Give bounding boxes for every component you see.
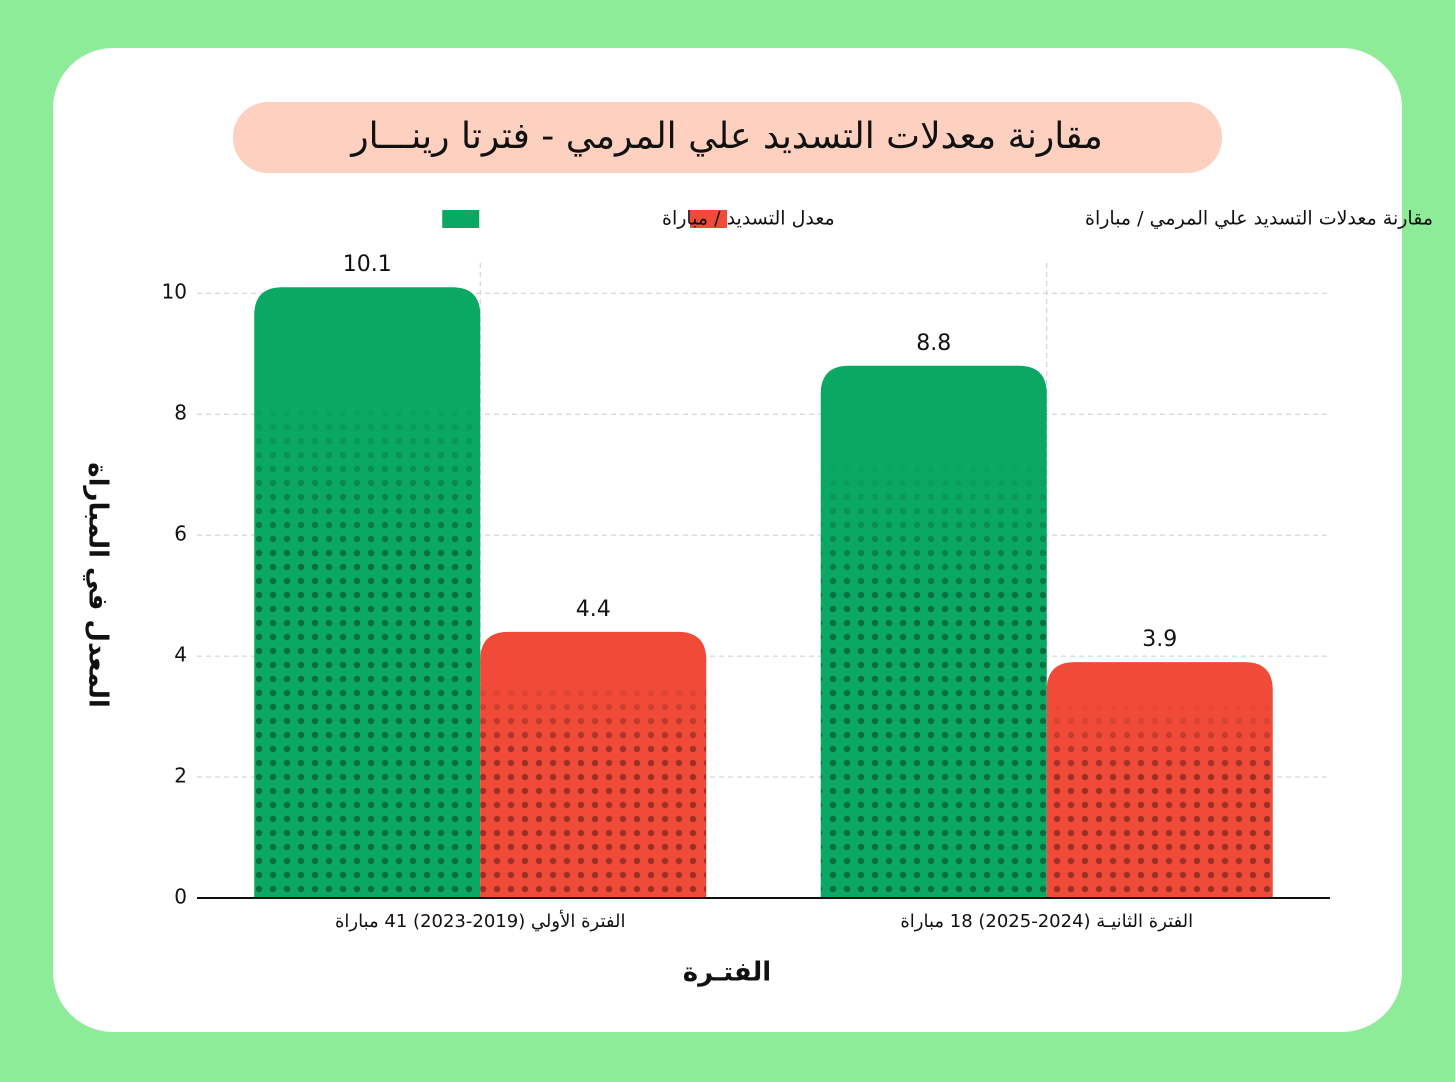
title-pill [233,102,1222,173]
y-tick-label: 6 [174,522,187,546]
y-tick-label: 8 [174,401,187,425]
y-tick-label: 0 [174,885,187,909]
data-label: 8.8 [916,331,951,356]
y-tick-label: 4 [174,643,187,667]
data-label: 3.9 [1142,627,1177,652]
bar-texture [480,631,707,898]
bar-texture [1046,662,1273,898]
y-axis-title: المعدل في المباراة [83,462,113,708]
data-label: 10.1 [343,252,392,277]
legend-swatch [689,210,727,228]
legend-swatch [442,210,480,228]
bar-texture [254,287,481,898]
x-axis-title: الفتـرة [683,958,771,988]
x-tick-label: الفترة الأولي (2019-2023) 41 مباراة [335,910,625,932]
chart-title: مقارنة معدلات التسديد علي المرمي - فترتا… [349,116,1103,157]
y-tick-label: 2 [174,764,187,788]
y-tick-label: 10 [162,280,187,304]
data-label: 4.4 [576,597,611,622]
legend-label: معدل التسديد / مباراة [662,208,835,230]
x-tick-label: الفترة الثانيـة (2024-2025) 18 مباراة [900,911,1193,932]
bar-texture [820,365,1047,898]
legend-label: مقارنة معدلات التسديد علي المرمي / مبارا… [1085,208,1433,230]
